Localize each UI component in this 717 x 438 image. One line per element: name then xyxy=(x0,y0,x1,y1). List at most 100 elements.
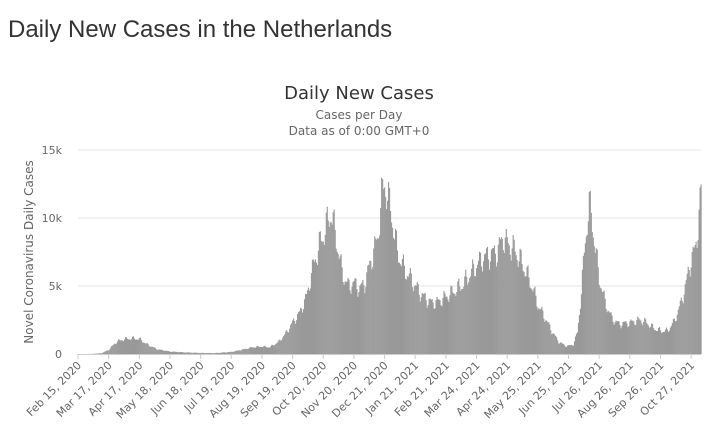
daily-bar[interactable] xyxy=(359,285,361,354)
daily-bar[interactable] xyxy=(342,281,344,354)
daily-bar[interactable] xyxy=(677,309,679,354)
daily-bar[interactable] xyxy=(192,352,194,354)
daily-bar[interactable] xyxy=(435,300,437,354)
daily-bar[interactable] xyxy=(443,291,445,354)
daily-bar[interactable] xyxy=(150,346,152,354)
daily-bar[interactable] xyxy=(242,348,244,354)
daily-bar[interactable] xyxy=(609,312,611,354)
daily-bar[interactable] xyxy=(100,353,102,354)
daily-bar[interactable] xyxy=(409,267,411,354)
daily-bar[interactable] xyxy=(400,266,403,354)
daily-bar[interactable] xyxy=(140,339,142,354)
daily-bar[interactable] xyxy=(504,237,506,354)
daily-bar[interactable] xyxy=(144,343,146,354)
daily-bar[interactable] xyxy=(391,227,394,354)
daily-bar[interactable] xyxy=(437,299,439,354)
daily-bar[interactable] xyxy=(366,272,368,354)
daily-bar[interactable] xyxy=(587,221,589,354)
daily-bar[interactable] xyxy=(459,286,461,354)
daily-bar[interactable] xyxy=(534,286,536,354)
daily-bar[interactable] xyxy=(640,320,642,354)
daily-bar[interactable] xyxy=(405,279,407,354)
daily-bar[interactable] xyxy=(316,264,318,354)
daily-bar[interactable] xyxy=(142,342,144,354)
daily-bar[interactable] xyxy=(470,276,472,354)
daily-bar[interactable] xyxy=(324,234,326,354)
daily-bar[interactable] xyxy=(562,343,564,354)
daily-bar[interactable] xyxy=(495,266,497,354)
daily-bar[interactable] xyxy=(625,321,627,354)
daily-bar[interactable] xyxy=(438,299,440,354)
daily-bar[interactable] xyxy=(361,282,363,354)
daily-bar[interactable] xyxy=(412,291,414,354)
daily-bar[interactable] xyxy=(365,286,367,354)
daily-bar[interactable] xyxy=(108,350,110,354)
daily-bar[interactable] xyxy=(440,305,442,354)
daily-bar[interactable] xyxy=(450,285,452,354)
daily-bar[interactable] xyxy=(447,299,449,354)
daily-bar[interactable] xyxy=(239,350,241,354)
daily-bar[interactable] xyxy=(424,293,426,354)
daily-bar[interactable] xyxy=(392,237,395,354)
daily-bar[interactable] xyxy=(514,251,516,354)
daily-bar[interactable] xyxy=(633,321,635,354)
daily-bar[interactable] xyxy=(260,346,262,354)
daily-bar[interactable] xyxy=(256,346,258,354)
daily-bar[interactable] xyxy=(484,253,487,354)
daily-bar[interactable] xyxy=(186,352,188,354)
daily-bar[interactable] xyxy=(253,347,255,354)
daily-bar[interactable] xyxy=(577,322,580,354)
daily-bar[interactable] xyxy=(336,251,338,354)
daily-bar[interactable] xyxy=(602,291,604,354)
daily-bar[interactable] xyxy=(537,309,539,354)
daily-bar[interactable] xyxy=(399,264,402,354)
daily-bar[interactable] xyxy=(246,349,248,354)
daily-bar[interactable] xyxy=(445,296,447,354)
daily-bar[interactable] xyxy=(104,351,106,354)
daily-bar[interactable] xyxy=(224,352,226,354)
daily-bar[interactable] xyxy=(582,255,584,354)
daily-bar[interactable] xyxy=(665,327,668,354)
daily-bar[interactable] xyxy=(301,308,303,354)
daily-bar[interactable] xyxy=(601,292,603,354)
daily-bar[interactable] xyxy=(464,276,466,354)
daily-bar[interactable] xyxy=(574,336,577,354)
daily-bar[interactable] xyxy=(652,324,654,354)
daily-bar[interactable] xyxy=(416,282,418,354)
daily-bar[interactable] xyxy=(346,281,348,354)
daily-bar[interactable] xyxy=(564,345,566,354)
daily-bar[interactable] xyxy=(477,264,479,354)
daily-bar[interactable] xyxy=(404,278,406,354)
daily-bar[interactable] xyxy=(289,328,291,354)
daily-bar[interactable] xyxy=(455,296,457,354)
daily-bar[interactable] xyxy=(398,262,401,354)
daily-bar[interactable] xyxy=(272,345,274,354)
daily-bar[interactable] xyxy=(320,240,322,354)
daily-bar[interactable] xyxy=(349,290,351,354)
daily-bar[interactable] xyxy=(682,303,684,354)
daily-bar[interactable] xyxy=(501,238,503,354)
daily-bar[interactable] xyxy=(628,326,630,354)
daily-bar[interactable] xyxy=(353,281,355,354)
daily-bar[interactable] xyxy=(693,247,695,354)
daily-bar[interactable] xyxy=(329,222,331,354)
daily-bar[interactable] xyxy=(673,318,675,354)
daily-bar[interactable] xyxy=(641,323,643,354)
daily-bar[interactable] xyxy=(684,284,686,354)
daily-bar[interactable] xyxy=(427,305,429,354)
daily-bar[interactable] xyxy=(193,352,195,354)
daily-bar[interactable] xyxy=(158,349,160,354)
daily-bar[interactable] xyxy=(458,278,460,354)
daily-bar[interactable] xyxy=(645,319,647,354)
daily-bar[interactable] xyxy=(695,241,697,354)
daily-bar[interactable] xyxy=(249,347,251,354)
daily-bar[interactable] xyxy=(341,267,343,354)
daily-bar[interactable] xyxy=(579,308,581,354)
daily-bar[interactable] xyxy=(411,287,413,354)
daily-bar[interactable] xyxy=(422,293,424,354)
daily-bar[interactable] xyxy=(500,236,502,354)
daily-bar[interactable] xyxy=(153,347,155,354)
daily-bar[interactable] xyxy=(586,234,588,354)
daily-bar[interactable] xyxy=(509,254,511,354)
daily-bar[interactable] xyxy=(617,320,619,354)
